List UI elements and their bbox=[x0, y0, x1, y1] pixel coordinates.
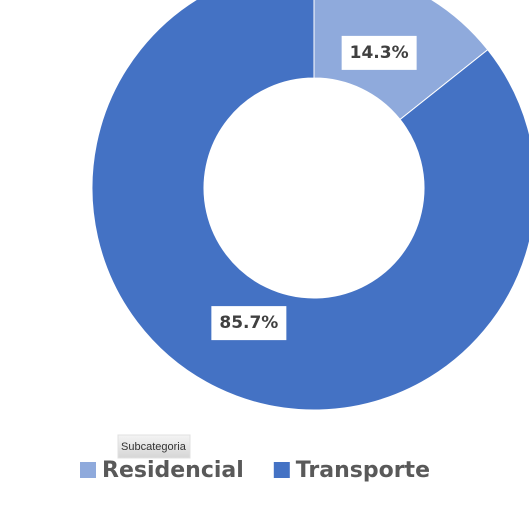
value-label: 85.7% bbox=[219, 313, 278, 333]
legend-label: Transporte bbox=[296, 458, 430, 483]
legend-swatch bbox=[273, 462, 290, 478]
legend-swatch bbox=[80, 462, 96, 478]
value-label-bg bbox=[341, 35, 417, 70]
value-label: 14.3% bbox=[350, 43, 409, 63]
legend-label: Residencial bbox=[102, 458, 244, 483]
legend-title[interactable]: Subcategoria bbox=[121, 441, 187, 453]
legend-button[interactable] bbox=[117, 434, 191, 459]
value-label-bg bbox=[211, 306, 287, 341]
donut-slice bbox=[91, 0, 529, 411]
